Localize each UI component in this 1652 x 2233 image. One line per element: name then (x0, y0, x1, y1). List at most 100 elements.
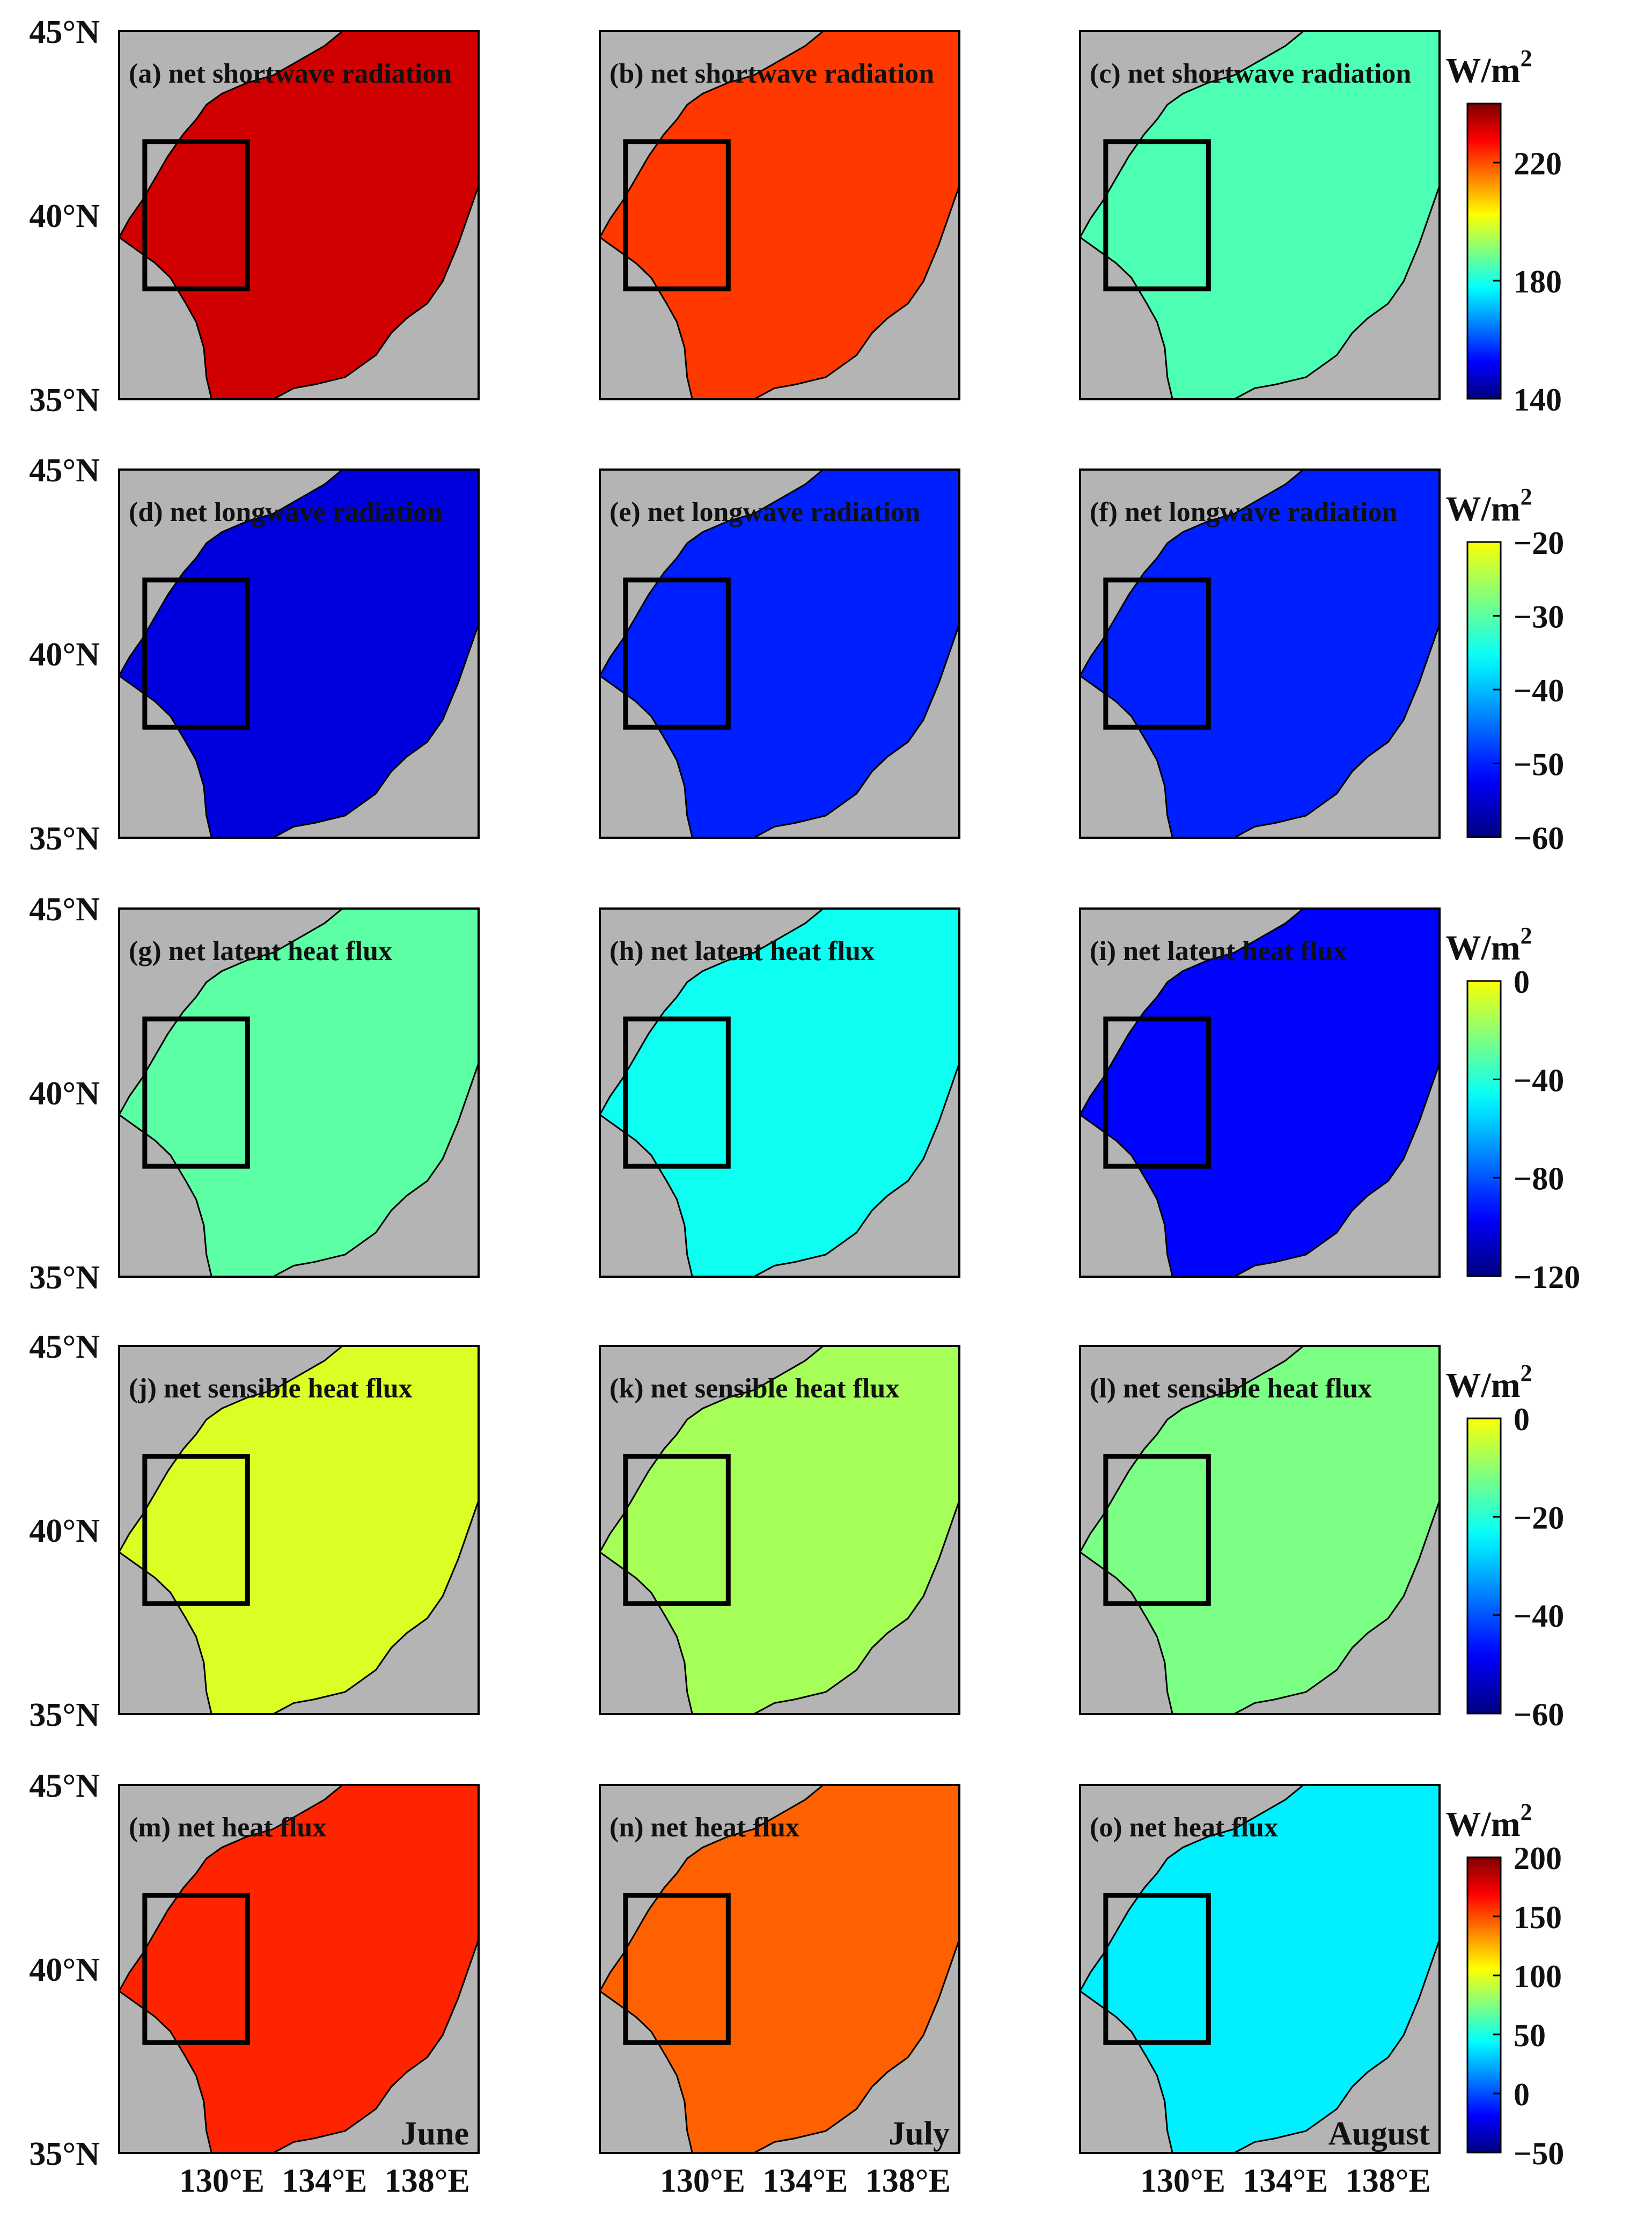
sea-field (1079, 468, 1441, 839)
panel-title: (k) net sensible heat flux (610, 1373, 899, 1404)
map-panel: (d) net longwave radiation (118, 468, 480, 839)
colorbar-tick-label: −50 (1514, 2136, 1564, 2171)
panel-frame (118, 1345, 480, 1715)
analysis-box (623, 1454, 731, 1606)
panel-title: (n) net heat flux (610, 1812, 799, 1843)
analysis-box (623, 1893, 731, 2045)
sea-field (599, 1784, 960, 2154)
y-tick-label: 35°N (29, 1260, 100, 1296)
panel-frame (599, 1784, 960, 2154)
map-panel: (o) net heat flux August (1079, 1784, 1441, 2154)
y-tick-label: 35°N (29, 382, 100, 419)
panel-title: (b) net shortwave radiation (610, 58, 934, 89)
y-tick-label: 40°N (29, 1952, 100, 1988)
x-tick-label: 134°E (1243, 2163, 1328, 2199)
x-tick-label: 130°E (1140, 2163, 1225, 2199)
panel-title: (m) net heat flux (129, 1812, 326, 1843)
colorbar-tick-label: 0 (1514, 2077, 1530, 2112)
x-tick-label: 138°E (865, 2163, 951, 2199)
map-panel: (j) net sensible heat flux (118, 1345, 480, 1715)
panel-frame (118, 468, 480, 839)
analysis-box (1103, 1016, 1211, 1169)
sea-field (118, 1345, 480, 1715)
colorbar-tick-label: −120 (1514, 1260, 1580, 1295)
map-panel: (b) net shortwave radiation (599, 30, 960, 400)
panel-frame (1079, 30, 1441, 400)
y-tick-label: 45°N (29, 14, 100, 50)
colorbar-tick-label: −40 (1514, 1063, 1564, 1098)
map-panel: (a) net shortwave radiation (118, 30, 480, 400)
sea-field (599, 30, 960, 400)
colorbar-unit: W/m2 (1445, 1360, 1532, 1405)
y-tick-label: 35°N (29, 821, 100, 857)
colorbar (1466, 103, 1502, 400)
month-label: August (1328, 2115, 1430, 2152)
analysis-box (1103, 1893, 1211, 2045)
colorbar (1466, 1417, 1502, 1715)
colorbar-unit: W/m2 (1445, 484, 1532, 529)
analysis-box (142, 1016, 250, 1169)
y-tick-label: 35°N (29, 1697, 100, 1733)
map-panel: (m) net heat flux June (118, 1784, 480, 2154)
panel-title: (e) net longwave radiation (610, 497, 920, 528)
analysis-box (1103, 577, 1211, 730)
panel-title: (g) net latent heat flux (129, 936, 392, 967)
panel-frame (599, 30, 960, 400)
panel-frame (118, 907, 480, 1278)
map-panel: (l) net sensible heat flux (1079, 1345, 1441, 1715)
colorbar-tick-label: −50 (1514, 747, 1564, 782)
colorbar-tick-label: 0 (1514, 1402, 1530, 1437)
analysis-box (1103, 1454, 1211, 1606)
colorbar-tick-label: −20 (1514, 1500, 1564, 1535)
month-label: July (889, 2115, 950, 2152)
panel-title: (c) net shortwave radiation (1090, 58, 1411, 89)
colorbar-tick-label: 140 (1514, 382, 1562, 418)
sea-field (118, 907, 480, 1278)
panel-title: (h) net latent heat flux (610, 936, 875, 967)
analysis-box (142, 577, 250, 730)
sea-field (118, 1784, 480, 2154)
map-panel: (i) net latent heat flux (1079, 907, 1441, 1278)
y-tick-label: 45°N (29, 1768, 100, 1804)
panel-frame (599, 468, 960, 839)
panel-frame (1079, 907, 1441, 1278)
map-panel: (c) net shortwave radiation (1079, 30, 1441, 400)
map-panel: (f) net longwave radiation (1079, 468, 1441, 839)
panel-title: (a) net shortwave radiation (129, 58, 452, 89)
colorbar-unit: W/m2 (1445, 45, 1532, 90)
colorbar-tick-label: −40 (1514, 673, 1564, 708)
y-tick-label: 45°N (29, 452, 100, 489)
panel-title: (o) net heat flux (1090, 1812, 1278, 1843)
sea-field (599, 907, 960, 1278)
analysis-box (623, 1016, 731, 1169)
y-tick-label: 45°N (29, 891, 100, 928)
colorbar-unit: W/m2 (1445, 1799, 1532, 1844)
panel-title: (i) net latent heat flux (1090, 936, 1347, 967)
analysis-box (142, 1454, 250, 1606)
colorbar-tick-label: 50 (1514, 2018, 1546, 2053)
analysis-box (142, 139, 250, 291)
sea-field (599, 1345, 960, 1715)
map-panel: (g) net latent heat flux (118, 907, 480, 1278)
panel-title: (l) net sensible heat flux (1090, 1373, 1372, 1404)
colorbar-tick-label: 180 (1514, 264, 1562, 299)
map-panel: (k) net sensible heat flux (599, 1345, 960, 1715)
y-tick-label: 40°N (29, 1075, 100, 1112)
map-panel: (n) net heat flux July (599, 1784, 960, 2154)
sea-field (1079, 1345, 1441, 1715)
sea-field (1079, 907, 1441, 1278)
colorbar-tick-label: 150 (1514, 1900, 1562, 1935)
colorbar-tick-label: −40 (1514, 1599, 1564, 1634)
sea-field (118, 468, 480, 839)
analysis-box (1103, 139, 1211, 291)
colorbar-tick-label: −60 (1514, 1697, 1564, 1732)
colorbar-tick-label: 0 (1514, 964, 1530, 1000)
panel-title: (d) net longwave radiation (129, 497, 443, 528)
panel-frame (599, 1345, 960, 1715)
analysis-box (142, 1893, 250, 2045)
x-tick-label: 138°E (385, 2163, 470, 2199)
colorbar-unit: W/m2 (1445, 923, 1532, 968)
x-tick-label: 134°E (762, 2163, 848, 2199)
sea-field (599, 468, 960, 839)
